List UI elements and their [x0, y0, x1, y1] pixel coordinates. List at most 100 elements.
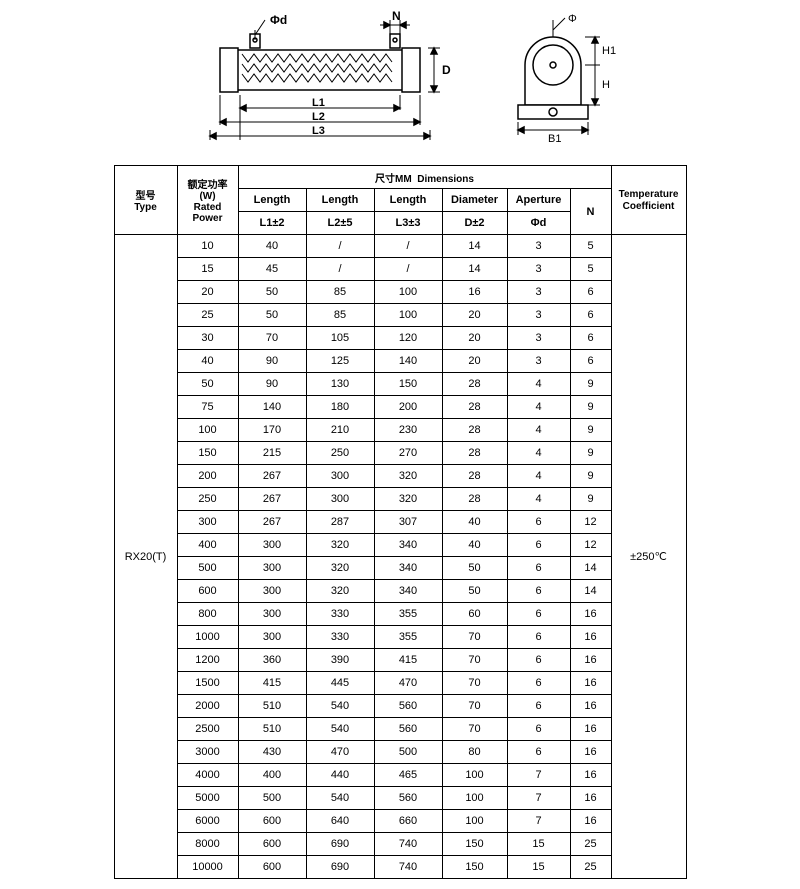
cell-l3: 355: [374, 626, 442, 649]
cell-l2: 85: [306, 304, 374, 327]
cell-a: 3: [507, 258, 570, 281]
cell-n: 5: [570, 235, 611, 258]
cell-d: 28: [442, 488, 507, 511]
cell-l1: 267: [238, 465, 306, 488]
cell-l3: 340: [374, 534, 442, 557]
cell-l1: 300: [238, 557, 306, 580]
cell-l1: 300: [238, 626, 306, 649]
label-L2: L2: [312, 111, 325, 123]
cell-l3: 660: [374, 810, 442, 833]
cell-n: 6: [570, 304, 611, 327]
cell-l1: 267: [238, 511, 306, 534]
cell-l2: /: [306, 235, 374, 258]
cell-l1: 50: [238, 281, 306, 304]
cell-a: 6: [507, 534, 570, 557]
dimensions-table: 型号 Type 额定功率 (W) Rated Power 尺寸MM Dimens…: [114, 165, 687, 879]
cell-l2: 320: [306, 580, 374, 603]
cell-n: 16: [570, 695, 611, 718]
cell-d: 70: [442, 718, 507, 741]
header-length2: Length: [306, 189, 374, 212]
cell-l3: 560: [374, 695, 442, 718]
cell-p: 200: [177, 465, 238, 488]
table-row: 100030033035570616: [114, 626, 686, 649]
table-row: 120036039041570616: [114, 649, 686, 672]
cell-l2: 105: [306, 327, 374, 350]
cell-n: 9: [570, 373, 611, 396]
cell-l1: 90: [238, 373, 306, 396]
cell-a: 4: [507, 419, 570, 442]
cell-p: 1500: [177, 672, 238, 695]
cell-n: 12: [570, 534, 611, 557]
cell-d: 100: [442, 764, 507, 787]
cell-l2: 440: [306, 764, 374, 787]
cell-l1: 600: [238, 856, 306, 879]
cell-d: 70: [442, 649, 507, 672]
cell-d: 28: [442, 419, 507, 442]
cell-d: 70: [442, 695, 507, 718]
header-Dtol: D±2: [442, 212, 507, 235]
label-B1: B1: [548, 133, 561, 145]
label-phi-d: Φd: [270, 13, 287, 27]
cell-l3: 740: [374, 856, 442, 879]
cell-d: 50: [442, 580, 507, 603]
cell-p: 1200: [177, 649, 238, 672]
cell-l3: 320: [374, 488, 442, 511]
cell-a: 4: [507, 488, 570, 511]
cell-n: 14: [570, 557, 611, 580]
cell-p: 300: [177, 511, 238, 534]
cell-n: 6: [570, 281, 611, 304]
cell-l3: 270: [374, 442, 442, 465]
dimensions-table-container: 型号 Type 额定功率 (W) Rated Power 尺寸MM Dimens…: [10, 165, 790, 879]
header-type: 型号 Type: [114, 166, 177, 235]
table-row: 30701051202036: [114, 327, 686, 350]
cell-temp: ±250℃: [611, 235, 686, 879]
cell-l1: 500: [238, 787, 306, 810]
cell-a: 6: [507, 511, 570, 534]
cell-d: 28: [442, 442, 507, 465]
cell-d: 20: [442, 327, 507, 350]
cell-a: 6: [507, 649, 570, 672]
cell-a: 7: [507, 764, 570, 787]
cell-l1: 140: [238, 396, 306, 419]
table-row: 300043047050080616: [114, 741, 686, 764]
table-row: 40901251402036: [114, 350, 686, 373]
cell-d: 60: [442, 603, 507, 626]
cell-n: 6: [570, 327, 611, 350]
cell-p: 4000: [177, 764, 238, 787]
table-row: 60030032034050614: [114, 580, 686, 603]
label-H1: H1: [602, 45, 616, 57]
table-header: 型号 Type 额定功率 (W) Rated Power 尺寸MM Dimens…: [114, 166, 686, 235]
cell-l1: 415: [238, 672, 306, 695]
cell-p: 2500: [177, 718, 238, 741]
header-L2tol: L2±5: [306, 212, 374, 235]
cell-a: 4: [507, 396, 570, 419]
cell-a: 3: [507, 327, 570, 350]
cell-l1: 267: [238, 488, 306, 511]
cell-a: 4: [507, 442, 570, 465]
cell-n: 16: [570, 649, 611, 672]
table-row: 100006006907401501525: [114, 856, 686, 879]
cell-a: 6: [507, 672, 570, 695]
header-N: N: [570, 189, 611, 235]
cell-n: 16: [570, 626, 611, 649]
cell-n: 16: [570, 718, 611, 741]
cell-d: 28: [442, 373, 507, 396]
table-row: 80006006907401501525: [114, 833, 686, 856]
cell-l3: 470: [374, 672, 442, 695]
table-row: 2002673003202849: [114, 465, 686, 488]
cell-l3: 100: [374, 304, 442, 327]
cell-p: 1000: [177, 626, 238, 649]
cell-d: 100: [442, 810, 507, 833]
cell-p: 40: [177, 350, 238, 373]
table-row: 2502673003202849: [114, 488, 686, 511]
table-row: 30026728730740612: [114, 511, 686, 534]
cell-l3: 740: [374, 833, 442, 856]
cell-l2: /: [306, 258, 374, 281]
cell-l1: 90: [238, 350, 306, 373]
cell-l3: 307: [374, 511, 442, 534]
table-row: 150041544547070616: [114, 672, 686, 695]
cell-l1: 215: [238, 442, 306, 465]
cell-p: 5000: [177, 787, 238, 810]
cell-l2: 180: [306, 396, 374, 419]
cell-l2: 320: [306, 557, 374, 580]
